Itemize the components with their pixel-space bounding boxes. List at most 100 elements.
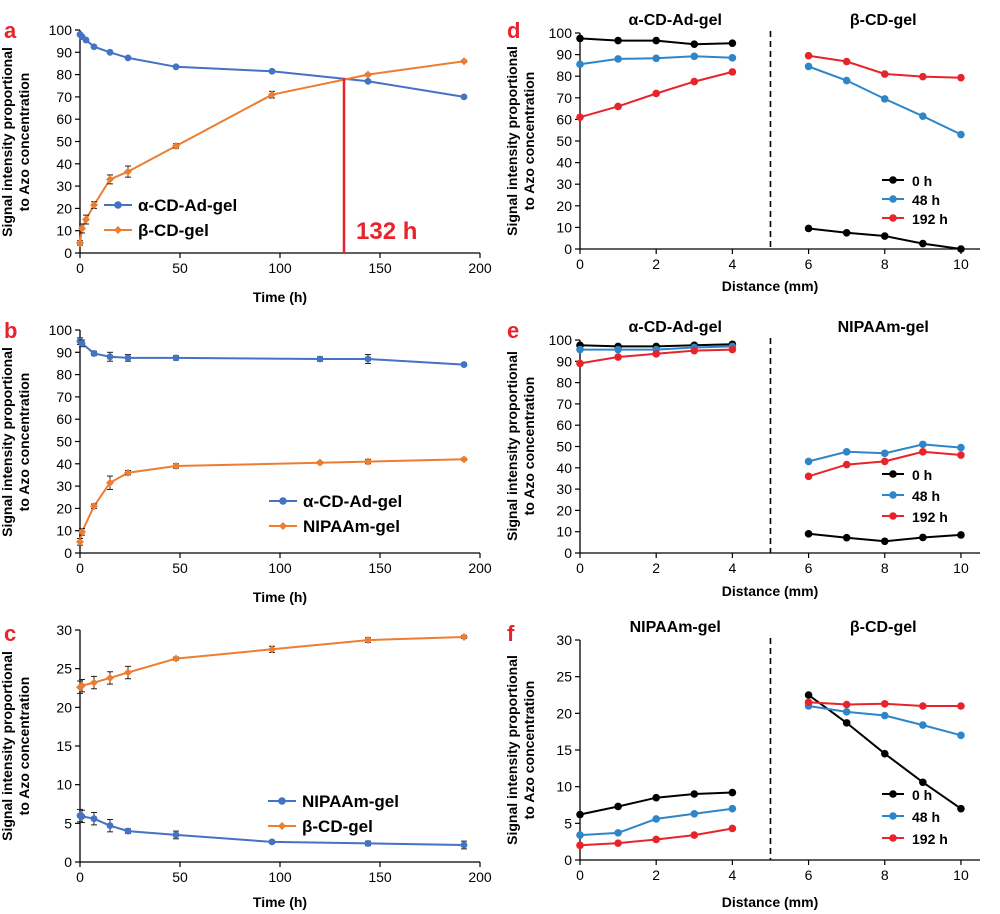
- data-point: [804, 472, 813, 481]
- x-tick-label: 0: [576, 867, 584, 883]
- legend-swatch-marker: [889, 812, 897, 820]
- y-axis-label-line: to Azo concentration: [521, 377, 537, 516]
- y-tick-label: 0: [64, 854, 72, 870]
- y-tick-label: 80: [56, 367, 72, 383]
- legend-label: 192 h: [912, 509, 948, 525]
- panel-a: a 0 10 20 30 40 50 60 70 80 90 100 0 50 100 150 200 Time …: [0, 18, 492, 305]
- y-tick-label: 25: [556, 669, 572, 685]
- y-tick-label: 20: [556, 705, 572, 721]
- x-axis-label: Time (h): [253, 894, 307, 910]
- data-point: [652, 54, 660, 63]
- legend-label: 192 h: [912, 831, 948, 847]
- data-point: [78, 681, 86, 690]
- x-tick-label: 50: [172, 869, 188, 885]
- data-point: [919, 533, 927, 542]
- y-axis-label: Signal intensity proportionalto Azo conc…: [504, 46, 537, 236]
- y-tick-label: 70: [556, 396, 572, 412]
- data-point: [919, 778, 927, 787]
- data-point: [957, 531, 965, 539]
- legend-swatch-marker: [279, 522, 287, 530]
- data-point: [957, 130, 965, 139]
- data-point: [880, 537, 889, 546]
- legend-swatch-marker: [889, 195, 897, 203]
- legend-swatch-marker: [278, 822, 286, 830]
- legend-swatch-marker: [279, 497, 287, 505]
- x-tick-label: 2: [652, 867, 660, 883]
- y-axis-label-line: Signal intensity proportional: [0, 651, 15, 841]
- y-tick-label: 0: [564, 852, 572, 868]
- x-tick-label: 200: [468, 260, 492, 276]
- data-point: [460, 455, 468, 464]
- data-point: [652, 793, 660, 802]
- y-tick-label: 60: [556, 111, 572, 127]
- data-point: [690, 831, 699, 839]
- legend-swatch-marker: [114, 201, 122, 209]
- series-192-h: [576, 51, 965, 122]
- data-point: [804, 62, 813, 71]
- data-point: [106, 822, 114, 830]
- y-tick-label: 30: [556, 481, 572, 497]
- y-axis-label-line: Signal intensity proportional: [504, 46, 520, 236]
- legend-entry: β-CD-gel: [104, 221, 209, 240]
- x-axis-label: Distance (mm): [722, 278, 818, 294]
- y-tick-label: 30: [556, 176, 572, 192]
- panel-f: f 0 5 10 15 20 25 30 0 2 4 6 8 10 Distance (mm) Signal …: [504, 619, 980, 910]
- y-tick-label: 100: [549, 25, 573, 41]
- data-point: [880, 700, 889, 708]
- x-tick-label: 50: [172, 560, 188, 576]
- data-point: [880, 70, 889, 78]
- data-point: [124, 468, 132, 477]
- data-point: [614, 802, 622, 811]
- data-point: [460, 93, 468, 101]
- data-point: [842, 700, 851, 709]
- series-line: [79, 33, 465, 98]
- x-tick-label: 0: [576, 560, 584, 576]
- x-tick-label: 0: [576, 256, 584, 272]
- y-tick-label: 50: [56, 434, 72, 450]
- series-nipaam-gel: [76, 455, 468, 546]
- data-point: [90, 350, 98, 357]
- y-axis-label-line: Signal intensity proportional: [0, 347, 15, 537]
- region-label-left: α-CD-Ad-gel: [629, 12, 722, 29]
- data-point: [957, 702, 965, 710]
- data-point: [576, 841, 584, 850]
- y-tick-label: 5: [64, 815, 72, 831]
- series-line: [79, 636, 465, 689]
- data-point: [957, 245, 965, 253]
- data-point: [172, 354, 180, 362]
- data-point: [652, 36, 660, 45]
- legend-label: 0 h: [912, 787, 932, 803]
- legend-swatch-marker: [889, 214, 897, 222]
- data-point: [364, 840, 372, 847]
- y-tick-label: 0: [64, 245, 72, 261]
- y-tick-label: 10: [56, 223, 72, 239]
- data-point: [172, 141, 180, 150]
- data-point: [82, 36, 90, 44]
- data-point: [842, 719, 851, 727]
- y-axis-label: Signal intensity proportionalto Azo conc…: [0, 347, 32, 537]
- region-label-right: β-CD-gel: [850, 12, 917, 29]
- legend-entry: NIPAAm-gel: [268, 792, 399, 811]
- x-tick-label: 8: [881, 256, 889, 272]
- series-192-h: [576, 345, 965, 481]
- data-point: [316, 355, 324, 363]
- data-point: [576, 831, 584, 839]
- data-point: [728, 68, 737, 76]
- data-point: [90, 502, 98, 511]
- y-axis-label-line: to Azo concentration: [16, 373, 32, 512]
- panel-b: b 0 10 20 30 40 50 60 70 80 90 100 0 50 100 150 200 Time …: [0, 318, 492, 605]
- y-tick-label: 5: [564, 815, 572, 831]
- y-tick-label: 20: [556, 502, 572, 518]
- y-tick-label: 30: [56, 622, 72, 638]
- data-point: [842, 76, 851, 85]
- panel-letter: a: [4, 18, 17, 43]
- legend-entry: α-CD-Ad-gel: [104, 196, 237, 215]
- data-point: [728, 788, 737, 797]
- y-tick-label: 20: [556, 198, 572, 214]
- data-point: [919, 112, 927, 120]
- data-point: [124, 827, 132, 835]
- region-label-right: β-CD-gel: [850, 619, 917, 636]
- x-tick-label: 100: [268, 560, 292, 576]
- data-point: [842, 448, 851, 456]
- x-tick-label: 10: [953, 560, 969, 576]
